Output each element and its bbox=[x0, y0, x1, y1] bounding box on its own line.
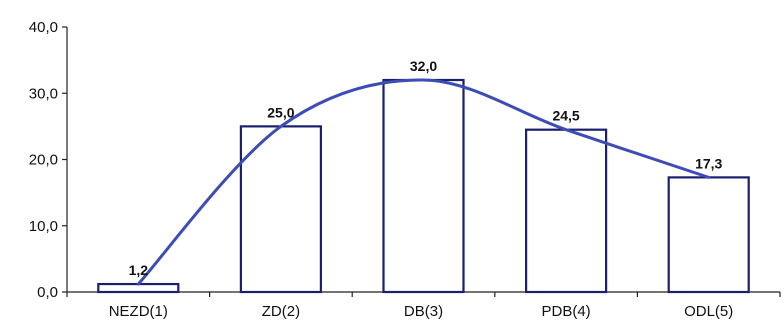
data-label: 25,0 bbox=[267, 104, 294, 120]
y-tick-label: 40,0 bbox=[29, 19, 58, 36]
x-tick-label: PDB(4) bbox=[542, 303, 591, 320]
x-tick-label: NEZD(1) bbox=[109, 303, 168, 320]
bar-pdb4 bbox=[524, 128, 608, 294]
x-tick-label: ZD(2) bbox=[262, 303, 300, 320]
data-label: 1,2 bbox=[129, 262, 149, 278]
data-label: 24,5 bbox=[552, 108, 579, 124]
x-tick-label: ODL(5) bbox=[684, 303, 733, 320]
bar-zd2 bbox=[239, 125, 322, 294]
data-label: 17,3 bbox=[695, 155, 722, 171]
bar-db3 bbox=[382, 78, 465, 294]
y-tick-label: 0,0 bbox=[37, 284, 58, 301]
x-tick-label: DB(3) bbox=[404, 303, 443, 320]
y-tick-label: 20,0 bbox=[29, 152, 58, 169]
trend-curve bbox=[136, 78, 711, 286]
y-tick-label: 10,0 bbox=[29, 218, 58, 235]
y-tick-label: 30,0 bbox=[29, 85, 58, 102]
data-label: 32,0 bbox=[410, 58, 437, 74]
bar-odl5 bbox=[667, 176, 750, 294]
